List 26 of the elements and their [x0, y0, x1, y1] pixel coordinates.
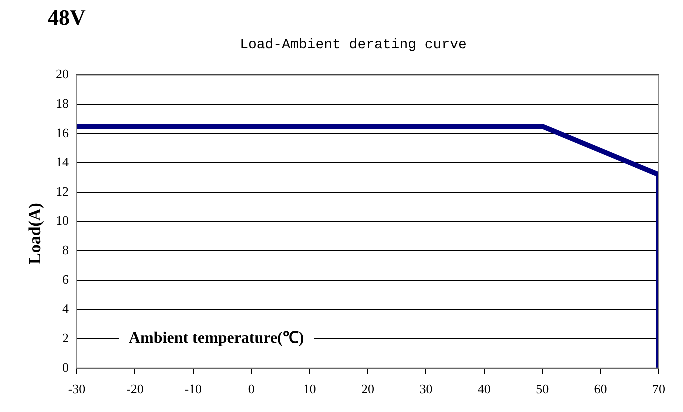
- x-tick-label: -30: [68, 382, 86, 397]
- y-tick-label: 12: [56, 184, 69, 199]
- x-tick-label: -10: [184, 382, 202, 397]
- x-tick-label: 0: [248, 382, 255, 397]
- x-tick-label: 60: [594, 382, 608, 397]
- x-tick-label: 20: [362, 382, 374, 397]
- x-tick-label: 40: [478, 382, 491, 397]
- x-tick-label: 30: [420, 382, 433, 397]
- y-axis-title: Load(A): [25, 203, 44, 265]
- chart-subtitle: Load-Ambient derating curve: [240, 38, 467, 54]
- y-tick-label: 18: [56, 96, 69, 111]
- chart-title: 48V: [48, 4, 86, 30]
- y-tick-label: 20: [56, 66, 69, 82]
- y-tick-label: 14: [56, 154, 70, 170]
- y-tick-label: 0: [62, 360, 69, 375]
- y-tick-label: 2: [62, 330, 69, 346]
- y-tick-label: 16: [56, 125, 70, 140]
- x-tick-label: 10: [303, 382, 316, 397]
- y-tick-label: 4: [62, 301, 70, 316]
- x-tick-label: 50: [536, 382, 550, 397]
- y-tick-label: 6: [62, 272, 70, 287]
- x-tick-label: 70: [652, 382, 666, 397]
- y-tick-label: 10: [56, 213, 69, 228]
- y-tick-label: 8: [62, 242, 69, 258]
- x-tick-label: -20: [126, 382, 144, 397]
- x-axis-title: Ambient temperature(℃): [129, 330, 304, 348]
